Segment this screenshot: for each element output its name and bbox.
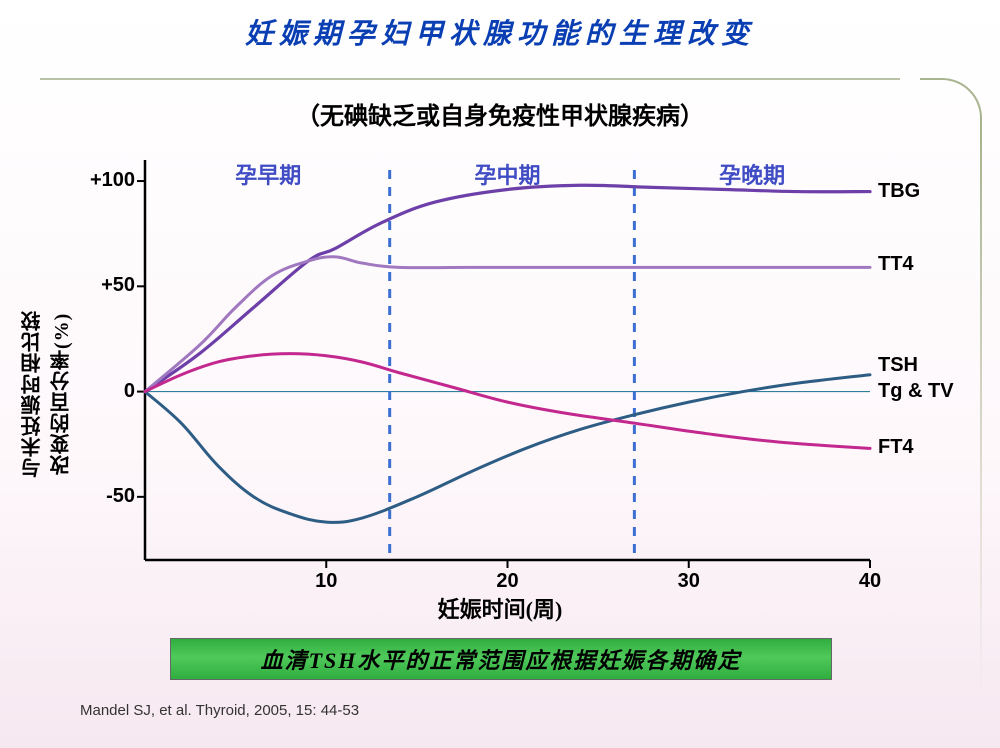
highlight-bar-text: 血清TSH水平的正常范围应根据妊娠各期确定	[261, 643, 742, 675]
period-label: 孕中期	[468, 158, 548, 190]
chart	[55, 150, 965, 600]
x-tick-label: 40	[850, 570, 890, 593]
slide-subtitle: （无碘缺乏或自身免疫性甲状腺疾病）	[0, 96, 1000, 131]
period-label: 孕晚期	[712, 158, 792, 190]
x-tick-label: 20	[488, 570, 528, 593]
series-label-tbg: TBG	[878, 180, 920, 203]
highlight-bar: 血清TSH水平的正常范围应根据妊娠各期确定	[170, 638, 832, 680]
slide-title: 妊娠期孕妇甲状腺功能的生理改变	[0, 12, 1000, 52]
x-axis-label: 妊娠时间(周)	[0, 592, 1000, 624]
chart-svg	[55, 150, 965, 600]
series-label-tt4: TT4	[878, 253, 914, 276]
x-tick-label: 10	[306, 570, 346, 593]
y-tick-label: +100	[85, 169, 135, 192]
slide: 妊娠期孕妇甲状腺功能的生理改变 （无碘缺乏或自身免疫性甲状腺疾病） 与未妊娠时相…	[0, 0, 1000, 748]
series-label-tgtv: Tg & TV	[878, 380, 954, 403]
citation: Mandel SJ, et al. Thyroid, 2005, 15: 44-…	[80, 702, 359, 719]
title-divider	[40, 78, 900, 80]
y-tick-label: +50	[85, 274, 135, 297]
y-tick-label: 0	[85, 380, 135, 403]
series-label-ft4: FT4	[878, 436, 914, 459]
period-label: 孕早期	[228, 158, 308, 190]
x-tick-label: 30	[669, 570, 709, 593]
y-axis-label-line-1: 与未妊娠时相比较	[22, 310, 44, 478]
series-label-tsh: TSH	[878, 354, 918, 377]
y-tick-label: -50	[85, 485, 135, 508]
